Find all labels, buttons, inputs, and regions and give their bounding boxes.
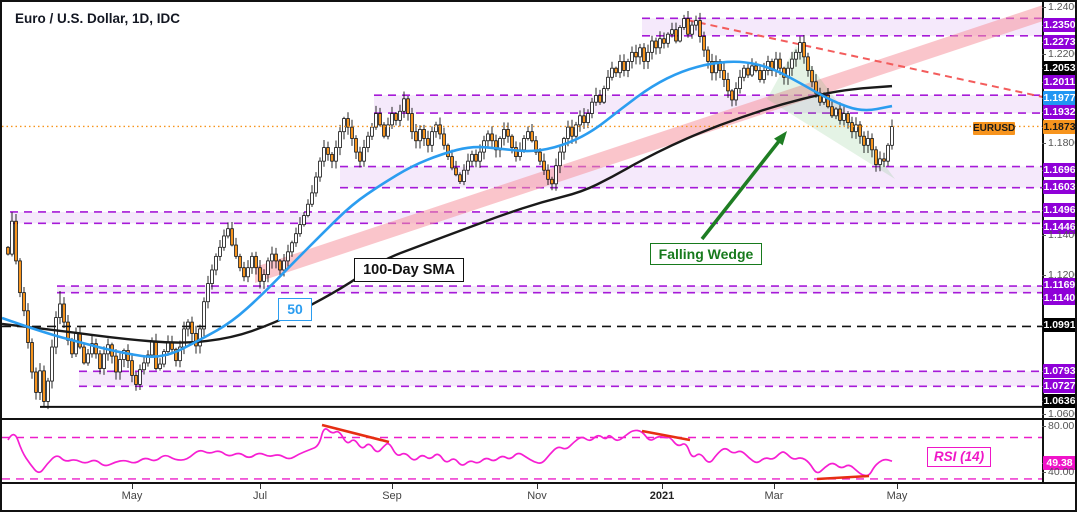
purple-price-badge: 1.1932 [1043,105,1076,119]
time-axis-label: May [121,490,143,502]
axis-tick-mark [1042,235,1046,236]
purple-price-badge: 1.1446 [1043,220,1076,234]
purple-price-badge: 1.1140 [1043,291,1076,305]
main-price-pane[interactable] [2,2,1043,419]
support-resistance-zone [340,166,1043,188]
pink-trend-channel [255,5,1043,283]
price-tick-label: 1.2200 [1048,48,1077,60]
pane-separator-2[interactable] [2,482,1075,484]
pane-separator[interactable] [2,418,1075,420]
support-resistance-zone [79,371,1043,387]
orange-price-badge: 1.1873 [1043,120,1076,134]
price-tick-label: 80.00 [1048,420,1075,432]
purple-price-badge: 1.2273 [1043,35,1076,49]
rsi-line [7,428,893,477]
sma100-line [2,84,893,344]
price-tick-label: 1.2400 [1048,1,1077,13]
sma50-annotation[interactable]: 50 [278,298,312,321]
time-axis-label: May [886,490,908,502]
sma100-annotation[interactable]: 100-Day SMA [354,258,464,282]
candlesticks [6,11,894,410]
time-tick-mark [260,484,261,489]
axis-tick-mark [1042,472,1046,473]
time-axis-label: Nov [527,490,547,502]
rsi-indicator-label[interactable]: RSI (14) [927,447,991,467]
black-price-badge: 1.2053 [1043,61,1076,75]
support-resistance-zone [10,211,1043,224]
time-tick-mark [392,484,393,489]
symbol-price-tag: EURUSD [973,122,1016,135]
support-resistance-zone [374,95,1043,114]
purple-price-badge: 1.0727 [1043,379,1076,393]
purple-price-badge: 1.2350 [1043,18,1076,32]
rsi-pane[interactable] [2,420,1043,483]
axis-tick-mark [1042,414,1046,415]
time-tick-mark [774,484,775,489]
purple-price-badge: 1.2011 [1043,75,1076,89]
falling-wedge-arrow [700,137,783,241]
axis-tick-mark [1042,143,1046,144]
purple-price-badge: 1.1603 [1043,180,1076,194]
rsi-divergence-line [321,423,390,444]
blue-price-badge: 1.1977 [1043,91,1076,105]
time-tick-mark [897,484,898,489]
time-tick-mark [132,484,133,489]
time-axis-label: Sep [382,490,402,502]
time-axis[interactable]: May Jul Sep Nov 2021 Mar May [2,484,1042,510]
black-price-badge: 1.0991 [1043,318,1076,332]
price-tick-label: 1.0600 [1048,408,1077,420]
axis-tick-mark [1042,426,1046,427]
time-axis-label: 2021 [649,490,675,502]
sma50-line [2,60,893,359]
symbol-title: Euro / U.S. Dollar, 1D, IDC [15,11,181,26]
price-tick-label: 1.1400 [1048,229,1077,241]
price-tick-label: 1.1800 [1048,137,1077,149]
black-price-badge: 1.0636 [1043,394,1076,408]
purple-price-badge: 1.1696 [1043,163,1076,177]
red-descending-trendline [686,19,1043,98]
arrow-head [774,131,787,146]
rsi-divergence-line [641,429,691,442]
purple-price-badge: 1.0793 [1043,364,1076,378]
support-resistance-zone [642,18,1043,36]
price-axis-border [1042,2,1044,482]
support-resistance-zone [57,286,1043,293]
falling-wedge-annotation[interactable]: Falling Wedge [650,243,762,265]
time-axis-label: Jul [252,490,268,502]
time-tick-mark [537,484,538,489]
time-tick-mark [662,484,663,489]
axis-tick-mark [1042,275,1046,276]
purple-price-badge: 1.1496 [1043,203,1076,217]
magenta-price-badge: 49.38 [1043,456,1075,470]
axis-tick-mark [1042,7,1046,8]
time-axis-label: Mar [764,490,784,502]
price-axis[interactable]: 1.2400 1.2350 1.2273 1.2200 1.2053 1.2011 1.19… [1042,1,1077,482]
axis-tick-mark [1042,54,1046,55]
rsi-divergence-line [816,474,870,481]
price-tick-label: 40.00 [1048,466,1075,478]
purple-price-badge: 1.1169 [1043,278,1076,292]
